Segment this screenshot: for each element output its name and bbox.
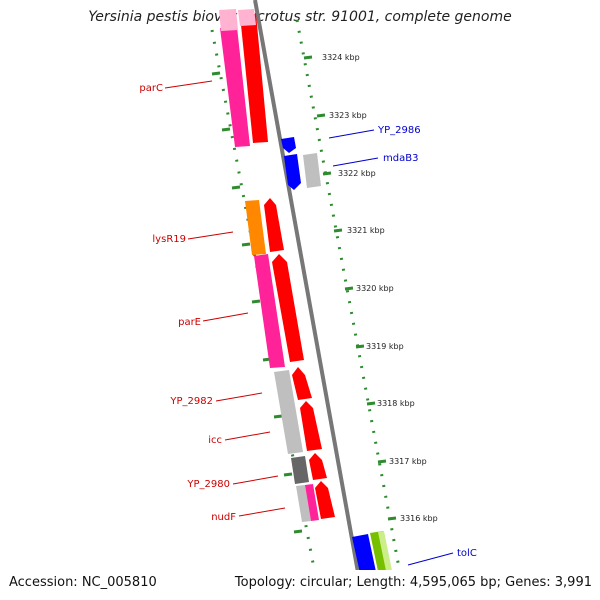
label-mdaB3[interactable]: mdaB3 — [383, 153, 418, 164]
feature-YP_2986-arrow[interactable] — [281, 137, 296, 153]
ruler-tick-3324: 3324 kbp — [322, 53, 360, 62]
leader-YP_2982 — [215, 392, 263, 402]
feature-nudF-gray[interactable] — [296, 485, 311, 522]
leader-parC — [164, 80, 213, 89]
feature-parE-arrow[interactable] — [272, 254, 304, 362]
feature-parC-pink-top-inner — [238, 9, 256, 26]
leader-YP_2986 — [328, 129, 375, 139]
feature-parE-block[interactable] — [254, 254, 285, 368]
feature-lysR19-arrow[interactable] — [264, 198, 284, 252]
leader-YP_2980 — [232, 475, 279, 485]
feature-parC-track-inner[interactable] — [240, 14, 268, 143]
feature-nudF-arrow[interactable] — [315, 481, 335, 519]
label-parC[interactable]: parC — [139, 83, 163, 94]
label-YP_2980[interactable]: YP_2980 — [186, 479, 230, 490]
feature-tolC-blue[interactable] — [352, 534, 382, 600]
ruler-tick-3316: 3316 kbp — [400, 514, 438, 523]
ruler-tick-3322: 3322 kbp — [338, 169, 376, 178]
leader-icc — [224, 431, 271, 441]
feature-nudF-magenta[interactable] — [305, 484, 319, 521]
ruler-tick-3321: 3321 kbp — [347, 226, 385, 235]
feature-YP_2980-block[interactable] — [291, 456, 309, 484]
label-lysR19[interactable]: lysR19 — [152, 234, 186, 245]
ruler-tick-3319: 3319 kbp — [366, 342, 404, 351]
accession-text: Accession: NC_005810 — [9, 575, 157, 590]
genome-backbone — [253, 0, 360, 570]
leader-mdaB3 — [332, 157, 379, 167]
label-icc[interactable]: icc — [208, 435, 222, 446]
genome-title: Yersinia pestis biovar Microtus str. 910… — [88, 9, 512, 25]
feature-mdaB3-arrow[interactable] — [284, 154, 301, 190]
feature-parC-track-outer[interactable] — [220, 27, 250, 147]
label-parE[interactable]: parE — [178, 317, 201, 328]
label-YP_2982[interactable]: YP_2982 — [169, 396, 213, 407]
inner-ruler-ring — [210, 29, 316, 570]
outer-ring-major-ticks — [303, 55, 397, 521]
label-YP_2986[interactable]: YP_2986 — [377, 125, 421, 136]
feature-lysR19-block[interactable] — [245, 200, 266, 255]
leader-lysR19 — [187, 231, 234, 240]
leader-parE — [202, 312, 249, 322]
feature-YP_2980-arrow[interactable] — [309, 453, 327, 480]
feature-parC-pink-top — [219, 9, 238, 31]
label-tolC[interactable]: tolC — [457, 548, 477, 559]
leader-nudF — [238, 507, 286, 517]
feature-YP_2982-arrow[interactable] — [292, 367, 312, 400]
genome-summary-text: Topology: circular; Length: 4,595,065 bp… — [234, 575, 592, 590]
ruler-tick-3323: 3323 kbp — [329, 111, 367, 120]
ruler-tick-3318: 3318 kbp — [377, 399, 415, 408]
feature-YP_2982-block[interactable] — [274, 370, 303, 454]
inner-ring-major-ticks — [211, 71, 303, 534]
leader-tolC — [407, 552, 454, 566]
feature-icc-arrow[interactable] — [300, 401, 322, 451]
ruler-tick-3320: 3320 kbp — [356, 284, 394, 293]
label-nudF[interactable]: nudF — [211, 512, 236, 523]
feature-mdaB3-gray[interactable] — [303, 153, 321, 188]
ruler-tick-3317: 3317 kbp — [389, 457, 427, 466]
feature-tolC-lightgreen[interactable] — [378, 531, 398, 600]
